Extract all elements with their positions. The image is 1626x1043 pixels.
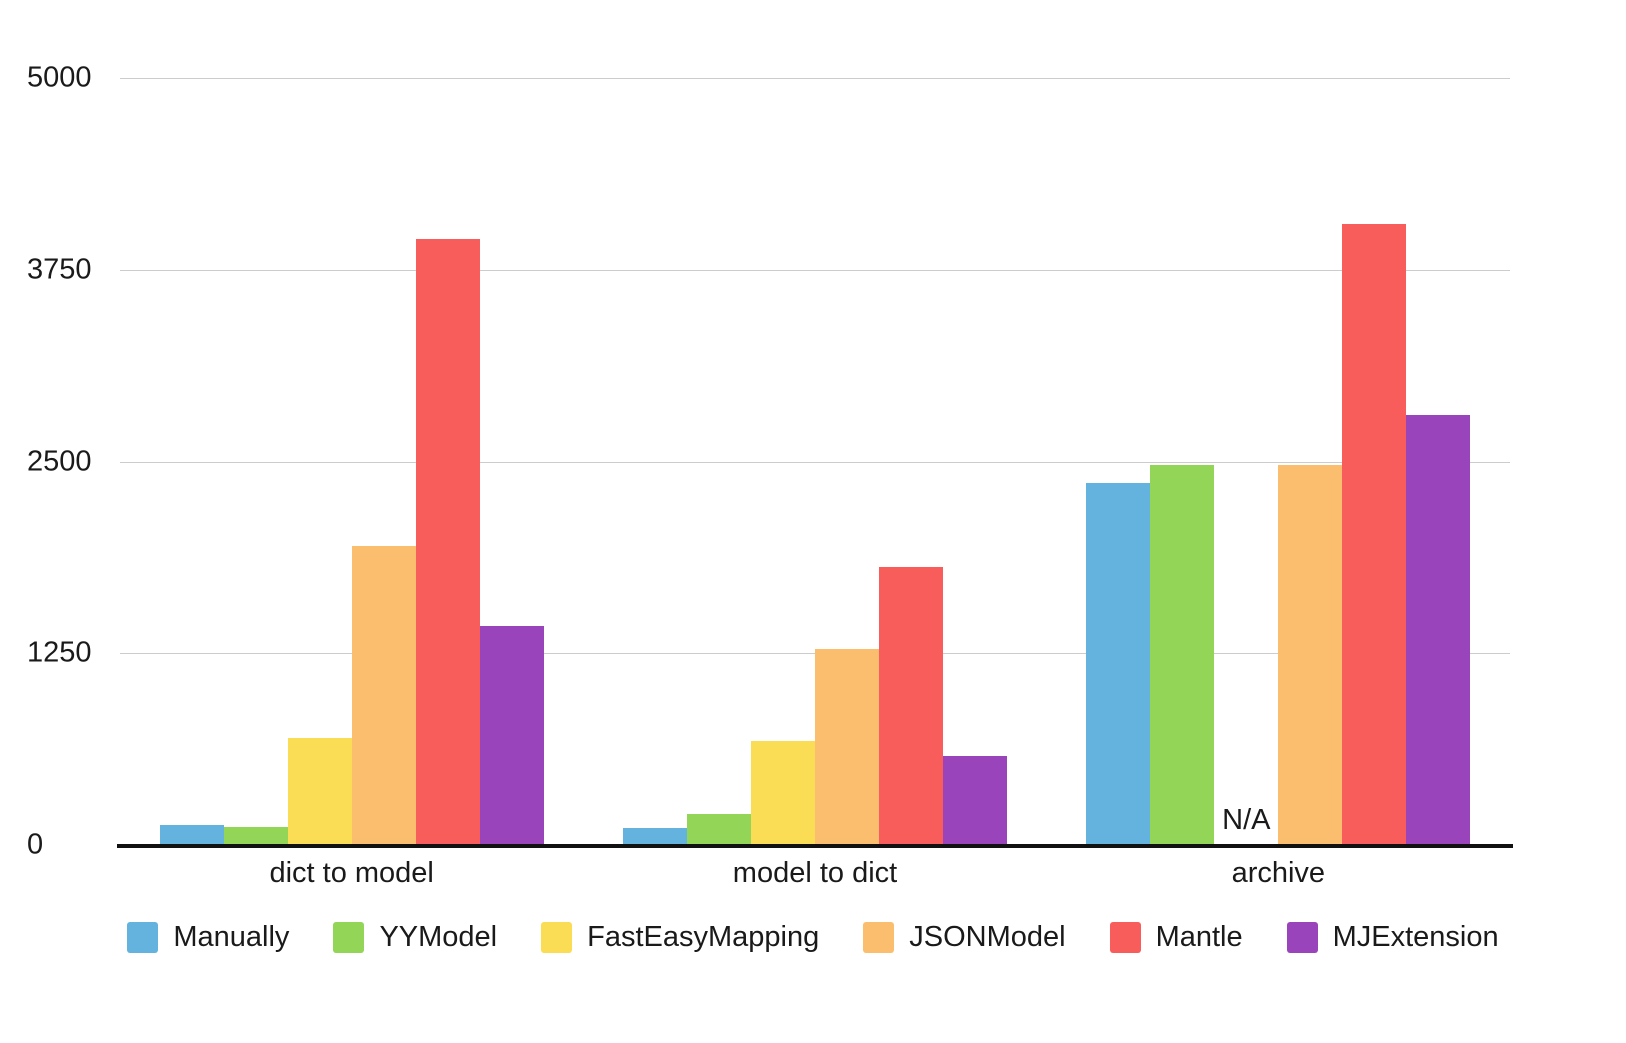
- y-axis-labels: 0 1250 2500 3750 5000: [0, 63, 120, 859]
- bar-jsonmodel-archive: [1278, 464, 1343, 845]
- y-tick-label: 3750: [27, 253, 92, 286]
- bar-mjextension-model-to-dict: [943, 756, 1007, 845]
- legend: Manually YYModel FastEasyMapping JSONModel M…: [0, 921, 1626, 954]
- legend-item-mantle: Mantle: [1109, 921, 1243, 954]
- bar-jsonmodel-model-to-dict: [815, 648, 879, 845]
- bar-fasteasymapping-dict-to-model: [287, 737, 352, 845]
- gridline: [120, 78, 1510, 79]
- x-category-label-archive: archive: [1231, 857, 1326, 889]
- bar-yymodel-archive: [1150, 464, 1215, 845]
- legend-label-fasteasymapping: FastEasyMapping: [587, 921, 820, 953]
- legend-swatch-yymodel: [333, 922, 365, 953]
- na-label-fasteasymapping-archive: N/A: [1222, 804, 1271, 836]
- legend-swatch-manually: [127, 922, 159, 953]
- bar-yymodel-model-to-dict: [687, 814, 751, 845]
- x-category-labels: dict to model model to dict archive: [0, 857, 1626, 897]
- bar-yymodel-dict-to-model: [223, 826, 288, 845]
- y-tick-label: 1250: [27, 636, 92, 669]
- legend-item-yymodel: YYModel: [333, 921, 497, 954]
- legend-swatch-mjextension: [1286, 922, 1318, 953]
- gridline: [120, 269, 1510, 271]
- bar-manually-model-to-dict: [623, 828, 687, 845]
- bar-mantle-archive: [1342, 223, 1407, 845]
- legend-swatch-mantle: [1109, 922, 1141, 953]
- bar-mantle-model-to-dict: [879, 567, 943, 845]
- legend-swatch-fasteasymapping: [541, 922, 573, 953]
- bar-manually-archive: [1086, 482, 1151, 845]
- y-tick-label: 5000: [27, 61, 92, 94]
- bar-fasteasymapping-model-to-dict: [751, 740, 815, 845]
- legend-item-manually: Manually: [127, 921, 289, 954]
- y-tick-label: 0: [27, 828, 44, 861]
- legend-label-mantle: Mantle: [1155, 921, 1243, 953]
- bar-jsonmodel-dict-to-model: [351, 545, 416, 845]
- bar-mjextension-dict-to-model: [479, 625, 544, 845]
- legend-label-yymodel: YYModel: [379, 921, 498, 953]
- x-category-label-model-to-dict: model to dict: [732, 857, 898, 889]
- y-tick-label: 2500: [27, 445, 92, 477]
- legend-label-mjextension: MJExtension: [1332, 921, 1499, 953]
- legend-item-fasteasymapping: FastEasyMapping: [541, 921, 819, 954]
- bar-manually-dict-to-model: [159, 825, 224, 845]
- bar-mjextension-archive: [1406, 415, 1471, 845]
- gridline: [120, 461, 1510, 463]
- bar-mantle-dict-to-model: [415, 239, 480, 845]
- plot-area: N/A: [117, 78, 1513, 848]
- legend-swatch-jsonmodel: [863, 922, 895, 953]
- legend-item-mjextension: MJExtension: [1286, 921, 1499, 954]
- legend-label-jsonmodel: JSONModel: [909, 921, 1066, 953]
- x-category-label-dict-to-model: dict to model: [269, 857, 434, 889]
- legend-item-jsonmodel: JSONModel: [863, 921, 1066, 954]
- x-axis-line: [117, 844, 1513, 848]
- legend-label-manually: Manually: [173, 921, 290, 953]
